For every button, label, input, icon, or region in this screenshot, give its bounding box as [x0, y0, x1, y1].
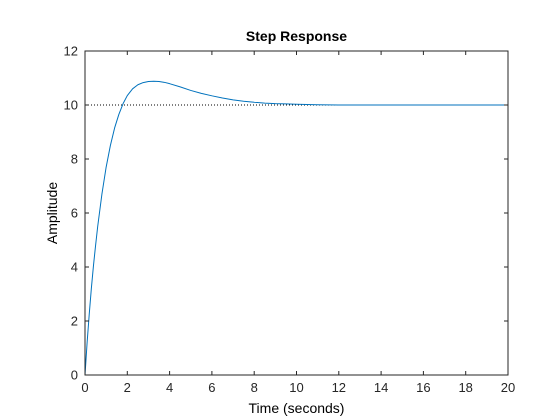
chart-title: Step Response — [246, 28, 347, 44]
y-tick-label: 4 — [71, 260, 78, 275]
x-tick-label: 12 — [332, 380, 346, 395]
x-axis-label: Time (seconds) — [249, 400, 345, 416]
step-response-series-line — [84, 80, 508, 376]
y-tick-label: 12 — [64, 44, 78, 59]
y-axis: 0 2 4 6 8 10 12 — [64, 44, 508, 383]
x-axis: 0 2 4 6 8 10 12 14 16 18 20 — [81, 51, 515, 395]
y-tick-label: 0 — [71, 368, 78, 383]
axes-background — [85, 51, 508, 375]
x-tick-label: 2 — [124, 380, 131, 395]
plot-area — [84, 80, 508, 376]
x-tick-label: 18 — [458, 380, 472, 395]
x-tick-label: 20 — [501, 380, 515, 395]
x-tick-label: 16 — [416, 380, 430, 395]
y-axis-label: Amplitude — [44, 182, 60, 244]
x-tick-label: 4 — [166, 380, 173, 395]
y-tick-label: 6 — [71, 206, 78, 221]
y-tick-label: 10 — [64, 98, 78, 113]
x-tick-label: 0 — [81, 380, 88, 395]
x-tick-label: 14 — [374, 380, 388, 395]
x-tick-label: 6 — [208, 380, 215, 395]
x-tick-label: 10 — [289, 380, 303, 395]
x-tick-label: 8 — [251, 380, 258, 395]
y-tick-label: 2 — [71, 314, 78, 329]
y-tick-label: 8 — [71, 152, 78, 167]
